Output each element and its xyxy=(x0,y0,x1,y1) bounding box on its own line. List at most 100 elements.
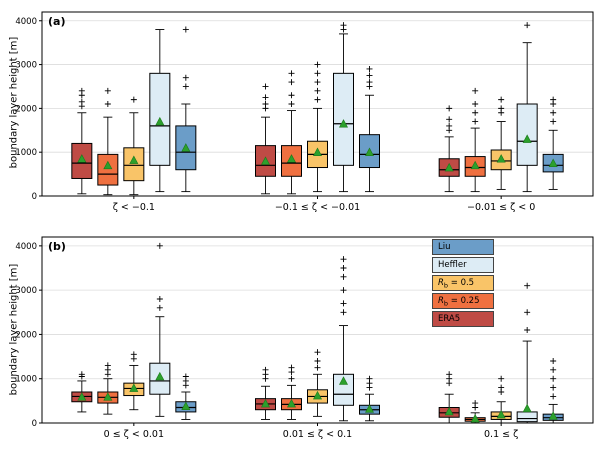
mean-triangle-marker xyxy=(181,401,191,410)
x-tick-label: ζ < −0.1 xyxy=(113,202,155,213)
outlier-plus-marker xyxy=(262,366,269,373)
box-ERA5-cat2 xyxy=(438,105,460,193)
outlier-plus-marker xyxy=(182,74,189,81)
outlier-plus-marker xyxy=(366,375,373,382)
mean-triangle-marker xyxy=(365,147,374,156)
box-Rb05-cat2 xyxy=(490,96,512,190)
y-axis-label-panel-b: boundary layer height [m] xyxy=(8,263,20,396)
outlier-plus-marker xyxy=(130,351,137,358)
mean-triangle-marker xyxy=(496,409,506,419)
legend-item-heffler: Heffler xyxy=(432,257,494,273)
outlier-plus-marker xyxy=(104,101,111,107)
outlier-plus-marker xyxy=(550,109,557,116)
box-Heffler-cat0 xyxy=(149,29,171,193)
box-ERA5-cat0 xyxy=(71,371,93,413)
box-Rb05-cat0 xyxy=(123,96,145,196)
y-tick-label: 4000 xyxy=(15,17,37,27)
mean-triangle-marker xyxy=(129,155,139,164)
mean-triangle-marker xyxy=(181,143,191,152)
mean-triangle-marker xyxy=(339,119,348,128)
box-Rb05-cat2 xyxy=(490,375,512,424)
y-tick-label: 0 xyxy=(32,192,37,202)
outlier-plus-marker xyxy=(314,349,321,356)
outlier-plus-marker xyxy=(78,98,85,105)
outlier-plus-marker xyxy=(78,371,85,378)
outlier-plus-marker xyxy=(314,70,321,77)
outlier-plus-marker xyxy=(340,22,347,29)
box-Heffler-cat1 xyxy=(333,22,354,193)
outlier-plus-marker xyxy=(340,309,347,316)
outlier-plus-marker xyxy=(314,87,321,94)
outlier-plus-marker xyxy=(314,61,321,68)
outlier-plus-marker xyxy=(182,26,189,33)
mean-triangle-marker xyxy=(287,154,296,163)
outlier-plus-marker xyxy=(524,309,531,316)
box-Liu-cat2 xyxy=(542,358,564,424)
outlier-plus-marker xyxy=(78,87,85,94)
box-Liu-cat1 xyxy=(359,375,380,422)
outlier-plus-marker xyxy=(182,373,189,380)
mean-triangle-marker xyxy=(155,371,165,381)
outlier-plus-marker xyxy=(288,364,295,371)
outlier-plus-marker xyxy=(550,96,557,103)
legend-item-liu: Liu xyxy=(432,239,494,255)
box-Rb025-cat2 xyxy=(464,87,486,193)
box-Heffler-cat0 xyxy=(149,242,171,417)
box-Heffler-cat2 xyxy=(516,22,538,193)
y-axis-label-panel-a: boundary layer height [m] xyxy=(8,36,20,169)
outlier-plus-marker xyxy=(498,96,505,103)
outlier-plus-marker xyxy=(156,296,163,302)
outlier-plus-marker xyxy=(498,384,505,391)
x-tick-label: −0.1 ≤ ζ < −0.01 xyxy=(275,202,360,213)
legend-item-r-b-0.25: Rb = 0.25 xyxy=(432,293,494,309)
mean-triangle-marker xyxy=(77,392,87,401)
outlier-plus-marker xyxy=(288,79,295,86)
panel-b-label: (b) xyxy=(48,240,66,253)
legend: Liu Heffler Rb = 0.5 Rb = 0.25 ERA5 xyxy=(432,239,494,327)
y-tick-label: 2000 xyxy=(15,330,37,340)
outlier-plus-marker xyxy=(340,256,347,263)
outlier-plus-marker xyxy=(314,364,321,371)
outlier-plus-marker xyxy=(104,87,111,94)
x-tick-label: −0.01 ≤ ζ < 0 xyxy=(467,202,535,213)
outlier-plus-marker xyxy=(314,358,321,364)
mean-triangle-marker xyxy=(470,160,480,170)
outlier-plus-marker xyxy=(340,300,347,307)
mean-triangle-marker xyxy=(548,411,558,420)
mean-triangle-marker xyxy=(444,162,454,172)
box-Rb025-cat0 xyxy=(97,362,119,415)
outlier-plus-marker xyxy=(182,83,189,90)
outlier-plus-marker xyxy=(550,118,557,125)
box-Liu-cat1 xyxy=(359,65,380,193)
outlier-plus-marker xyxy=(366,79,373,86)
outlier-plus-marker xyxy=(340,287,347,294)
legend-item-r-b-0.5: Rb = 0.5 xyxy=(432,275,494,291)
outlier-plus-marker xyxy=(288,92,295,99)
outlier-plus-marker xyxy=(314,79,321,86)
box-Rb025-cat1 xyxy=(281,70,302,195)
box-Rb05-cat0 xyxy=(123,351,145,411)
y-tick-label: 4000 xyxy=(15,242,37,252)
outlier-plus-marker xyxy=(498,105,505,112)
outlier-plus-marker xyxy=(314,96,321,103)
mean-triangle-marker xyxy=(155,116,165,126)
outlier-plus-marker xyxy=(524,282,531,289)
outlier-plus-marker xyxy=(498,375,505,382)
outlier-plus-marker xyxy=(550,393,557,400)
mean-triangle-marker xyxy=(496,154,506,163)
box-Rb025-cat1 xyxy=(281,364,302,420)
outlier-plus-marker xyxy=(472,101,479,107)
x-tick-label: 0.01 ≤ ζ < 0.1 xyxy=(283,429,352,440)
legend-item-era5: ERA5 xyxy=(432,311,494,327)
y-tick-label: 2000 xyxy=(15,104,37,114)
mean-triangle-marker xyxy=(339,376,348,385)
outlier-plus-marker xyxy=(130,96,137,103)
mean-triangle-marker xyxy=(444,406,454,416)
outlier-plus-marker xyxy=(472,87,479,94)
outlier-plus-marker xyxy=(550,384,557,391)
mean-triangle-marker xyxy=(103,160,113,170)
y-tick-label: 3000 xyxy=(15,61,37,71)
box-Liu-cat2 xyxy=(542,96,564,190)
outlier-plus-marker xyxy=(156,242,163,249)
box-Liu-cat0 xyxy=(175,26,197,193)
